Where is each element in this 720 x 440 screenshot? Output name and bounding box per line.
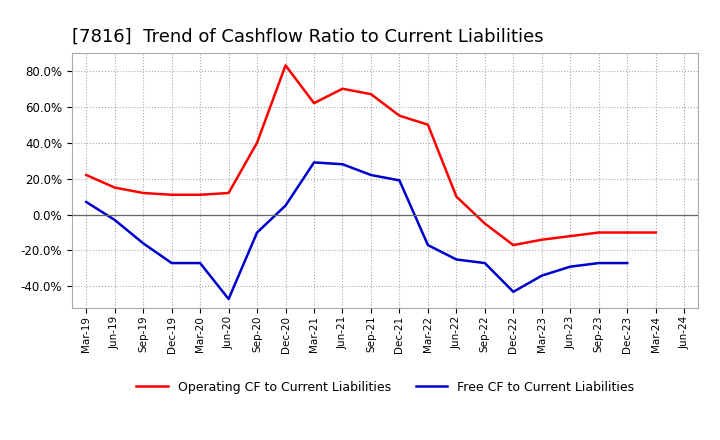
Operating CF to Current Liabilities [139,191,148,196]
Free CF to Current Liabilities [595,260,603,266]
Operating CF to Current Liabilities [566,234,575,239]
Line: Operating CF to Current Liabilities: Operating CF to Current Liabilities [86,66,656,245]
Operating CF to Current Liabilities [338,86,347,92]
Free CF to Current Liabilities [395,178,404,183]
Operating CF to Current Liabilities [423,122,432,127]
Operating CF to Current Liabilities [452,194,461,199]
Free CF to Current Liabilities [253,230,261,235]
Operating CF to Current Liabilities [537,237,546,242]
Free CF to Current Liabilities [225,297,233,302]
Operating CF to Current Liabilities [509,242,518,248]
Operating CF to Current Liabilities [225,191,233,196]
Operating CF to Current Liabilities [395,113,404,118]
Operating CF to Current Liabilities [310,100,318,106]
Free CF to Current Liabilities [423,242,432,248]
Free CF to Current Liabilities [366,172,375,178]
Operating CF to Current Liabilities [652,230,660,235]
Operating CF to Current Liabilities [480,221,489,226]
Free CF to Current Liabilities [310,160,318,165]
Free CF to Current Liabilities [509,289,518,294]
Free CF to Current Liabilities [110,217,119,223]
Operating CF to Current Liabilities [623,230,631,235]
Operating CF to Current Liabilities [282,63,290,68]
Free CF to Current Liabilities [338,161,347,167]
Free CF to Current Liabilities [139,241,148,246]
Free CF to Current Liabilities [167,260,176,266]
Free CF to Current Liabilities [282,203,290,208]
Free CF to Current Liabilities [452,257,461,262]
Operating CF to Current Liabilities [110,185,119,190]
Free CF to Current Liabilities [196,260,204,266]
Legend: Operating CF to Current Liabilities, Free CF to Current Liabilities: Operating CF to Current Liabilities, Fre… [131,376,639,399]
Free CF to Current Liabilities [566,264,575,269]
Operating CF to Current Liabilities [82,172,91,178]
Operating CF to Current Liabilities [167,192,176,198]
Free CF to Current Liabilities [537,273,546,278]
Operating CF to Current Liabilities [196,192,204,198]
Operating CF to Current Liabilities [253,140,261,145]
Operating CF to Current Liabilities [366,92,375,97]
Free CF to Current Liabilities [82,199,91,205]
Line: Free CF to Current Liabilities: Free CF to Current Liabilities [86,162,627,299]
Free CF to Current Liabilities [623,260,631,266]
Operating CF to Current Liabilities [595,230,603,235]
Text: [7816]  Trend of Cashflow Ratio to Current Liabilities: [7816] Trend of Cashflow Ratio to Curren… [72,28,544,46]
Free CF to Current Liabilities [480,260,489,266]
